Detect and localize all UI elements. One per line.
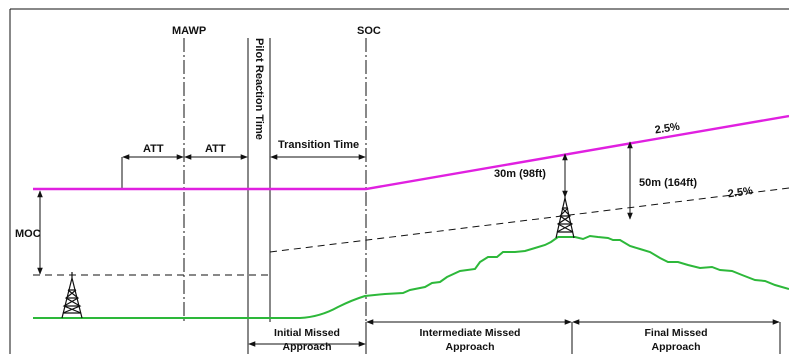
final-phase-label-line2: Approach [651, 341, 700, 353]
clearance-50m-label: 50m (164ft) [639, 177, 697, 189]
mawp-label: MAWP [172, 25, 206, 37]
att-1-label: ATT [143, 143, 164, 155]
intermediate-phase-label-line1: Intermediate Missed [420, 327, 521, 339]
att-2-label: ATT [205, 143, 226, 155]
clearance-30m-label: 30m (98ft) [494, 168, 546, 180]
moc-label: MOC [15, 228, 41, 240]
upper-gradient-label: 2.5% [654, 121, 681, 137]
obstacle-tower-icon [61, 272, 83, 319]
lower-gradient-label: 2.5% [727, 185, 754, 200]
initial-phase-label-line1: Initial Missed [274, 327, 340, 339]
pilot-reaction-time-label: Pilot Reaction Time [253, 38, 265, 140]
obstacle-clearance-surface [269, 187, 789, 253]
initial-phase-label-line2: Approach [282, 341, 331, 353]
intermediate-phase-label-line2: Approach [445, 341, 494, 353]
phase-dividers [247, 322, 781, 354]
final-phase-label-line1: Final Missed [644, 327, 707, 339]
terrain-profile [33, 234, 789, 319]
soc-label: SOC [357, 25, 381, 37]
flight-path-line [33, 114, 789, 191]
obstacle-tower-icon [555, 192, 575, 239]
transition-time-label: Transition Time [278, 139, 359, 151]
